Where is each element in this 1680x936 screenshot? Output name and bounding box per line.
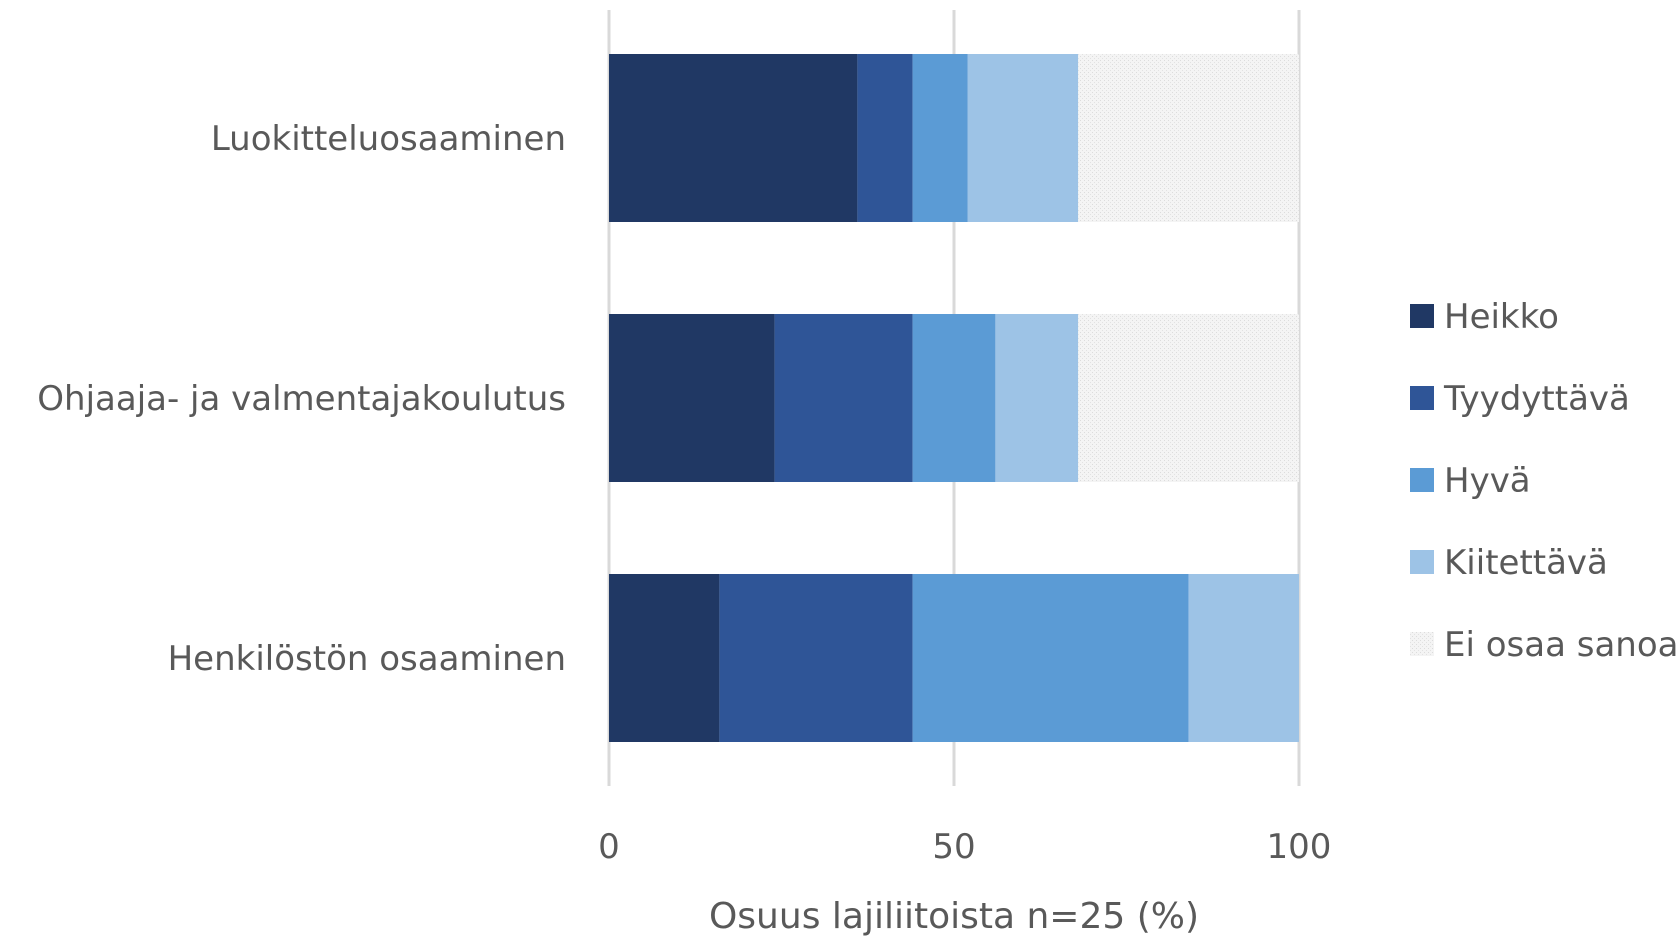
- legend-label: Hyvä: [1444, 461, 1531, 501]
- legend-swatch: [1410, 386, 1434, 410]
- x-tick-label-0: 0: [598, 827, 620, 867]
- category-label: Luokitteluosaaminen: [211, 119, 566, 159]
- bar-segment-2-heikko: [609, 314, 775, 482]
- legend-swatch: [1410, 632, 1434, 656]
- bar-segment-1-ei-osaa-sanoa: [1078, 54, 1299, 222]
- bar-segment-1-tyydyttävä: [857, 54, 913, 222]
- legend-swatch: [1410, 550, 1434, 574]
- x-tick-label-50: 50: [932, 827, 975, 867]
- legend: Heikko Tyydyttävä Hyvä Kiitettävä Ei osaa sa…: [1410, 297, 1678, 665]
- bar-segment-1-kiitettävä: [967, 54, 1079, 222]
- legend-label: Kiitettävä: [1444, 543, 1608, 583]
- bar-segment-2-kiitettävä: [995, 314, 1079, 482]
- legend-label: Heikko: [1444, 297, 1559, 337]
- bar-segment-3-tyydyttävä: [719, 574, 913, 742]
- bar-segment-2-tyydyttävä: [774, 314, 913, 482]
- legend-label: Ei osaa sanoa: [1444, 625, 1678, 665]
- category-label: Henkilöstön osaaminen: [168, 639, 566, 679]
- bars: [609, 54, 1299, 742]
- bar-segment-2-ei-osaa-sanoa: [1078, 314, 1299, 482]
- legend-swatch: [1410, 468, 1434, 492]
- legend-label: Tyydyttävä: [1443, 379, 1630, 419]
- bar-segment-3-heikko: [609, 574, 720, 742]
- bar-segment-3-hyvä: [912, 574, 1189, 742]
- legend-swatch: [1410, 304, 1434, 328]
- x-axis-title: Osuus lajiliitoista n=25 (%): [709, 896, 1199, 936]
- x-tick-label-100: 100: [1267, 827, 1332, 867]
- category-labels: Luokitteluosaaminen Ohjaaja- ja valmentaj…: [37, 119, 566, 679]
- bar-segment-2-hyvä: [912, 314, 996, 482]
- bar-segment-1-hyvä: [912, 54, 968, 222]
- x-axis-tick-labels: 0 50 100: [598, 827, 1331, 867]
- bar-segment-1-heikko: [609, 54, 858, 222]
- bar-segment-3-kiitettävä: [1188, 574, 1299, 742]
- category-label: Ohjaaja- ja valmentajakoulutus: [37, 379, 566, 419]
